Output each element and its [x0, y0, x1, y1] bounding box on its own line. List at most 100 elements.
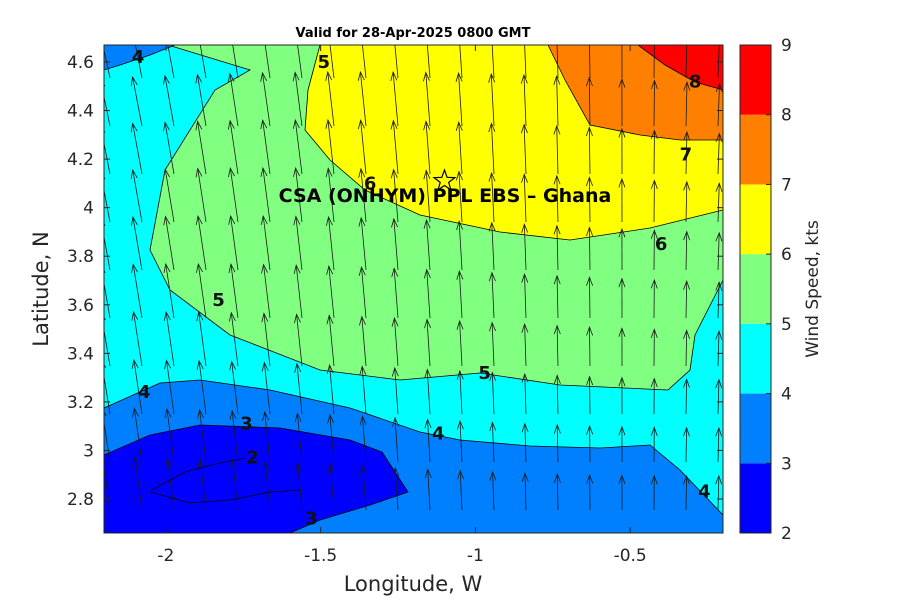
wind-arrow-shaft — [198, 360, 207, 415]
wind-arrow-shaft — [327, 168, 335, 223]
contour-label: 8 — [689, 71, 702, 92]
wind-arrow-shaft — [589, 277, 591, 319]
wind-arrow-shaft — [263, 264, 271, 319]
wind-arrow-shaft — [556, 76, 559, 127]
wind-arrow-head — [228, 214, 236, 225]
wind-arrow-shaft — [361, 267, 367, 319]
wind-arrow-head — [553, 423, 561, 434]
wind-arrow-shaft — [362, 466, 367, 511]
y-tick-label: 3.8 — [67, 247, 94, 267]
wind-arrow-head — [683, 230, 691, 241]
wind-arrow-head — [292, 118, 300, 129]
wind-arrow-shaft — [164, 122, 175, 175]
wind-arrow-head — [196, 311, 204, 322]
wind-arrow-shaft — [294, 72, 303, 127]
wind-arrow-shaft — [588, 127, 591, 175]
contour-labels: 4 5 8 7 6 6 5 5 4 3 4 2 3 4 — [132, 47, 711, 529]
wind-arrow-shaft — [264, 461, 271, 511]
wind-arrow-head — [294, 362, 302, 373]
site-star-icon — [432, 168, 457, 192]
colorbar-tick-label: 8 — [781, 106, 792, 126]
x-tick-label: -1.5 — [304, 546, 337, 566]
wind-arrow-head — [130, 122, 138, 133]
wind-arrow-head — [390, 71, 398, 81]
wind-arrow-shaft — [394, 318, 399, 367]
wind-arrow-head — [683, 130, 691, 141]
wind-arrow-head — [163, 121, 170, 132]
wind-arrow-head — [715, 378, 723, 389]
wind-arrow-shaft — [717, 475, 720, 511]
wind-arrow-head — [195, 214, 203, 226]
wind-arrow-shaft — [717, 232, 720, 271]
wind-arrow-shaft — [199, 459, 207, 511]
contour-label: 6 — [364, 173, 377, 194]
wind-arrow-head — [650, 328, 658, 339]
wind-arrow-shaft — [329, 464, 335, 511]
wind-arrow-shaft — [685, 82, 688, 127]
wind-arrow-shaft — [328, 217, 335, 271]
wind-arrow-shaft — [491, 45, 495, 79]
wind-arrow-head — [359, 415, 367, 426]
wind-arrow-shaft — [426, 319, 431, 367]
wind-arrow-shaft — [426, 45, 431, 79]
wind-arrow-shaft — [132, 76, 143, 127]
wind-arrow-head — [292, 71, 300, 82]
wind-arrow-shaft — [556, 275, 559, 319]
wind-arrow-head — [325, 70, 333, 81]
wind-arrow-head — [455, 121, 463, 132]
wind-arrow-shaft — [491, 123, 495, 175]
wind-arrow-shaft — [104, 373, 111, 415]
wind-arrow-head — [391, 217, 398, 228]
wind-arrow-shaft — [135, 45, 143, 79]
wind-arrow-shaft — [197, 121, 207, 175]
wind-arrow-shaft — [262, 120, 271, 175]
wind-arrow-head — [682, 426, 690, 437]
wind-arrow-head — [455, 72, 463, 82]
wind-arrow-head — [618, 227, 626, 238]
wind-arrow-head — [195, 167, 203, 178]
wind-arrow-shaft — [523, 124, 527, 175]
wind-arrow-head — [325, 118, 333, 129]
wind-arrow-head — [104, 411, 107, 417]
wind-arrow-head — [586, 176, 593, 187]
y-tick-label: 3 — [83, 441, 94, 461]
wind-arrow-shaft — [197, 216, 207, 271]
wind-arrow-head — [295, 462, 302, 473]
wind-arrow-shaft — [425, 170, 431, 223]
wind-arrow-shaft — [294, 119, 303, 175]
wind-arrow-head — [618, 376, 626, 387]
wind-arrow-shaft — [427, 419, 431, 463]
wind-arrow-head — [489, 470, 497, 481]
wind-arrow-head — [553, 274, 561, 285]
wind-arrow-shaft — [459, 420, 463, 463]
wind-arrow-head — [262, 410, 270, 421]
wind-arrow-shaft — [685, 475, 687, 511]
wind-arrow-shaft — [296, 314, 303, 367]
wind-arrow-head — [553, 174, 561, 185]
wind-arrow-head — [261, 361, 269, 372]
wind-arrow-shaft — [262, 167, 271, 223]
wind-arrow-head — [163, 310, 171, 321]
wind-arrow-shaft — [104, 419, 111, 463]
colorbar-swatch — [740, 254, 771, 324]
wind-arrow-shaft — [132, 216, 143, 271]
wind-arrow-shaft — [459, 321, 463, 367]
wind-arrow-head — [715, 329, 723, 340]
wind-arrow-shaft — [524, 274, 527, 319]
wind-arrow-head — [423, 71, 430, 82]
wind-arrow-head — [130, 215, 138, 226]
wind-arrow-head — [716, 34, 722, 43]
wind-arrow-shaft — [556, 375, 559, 415]
wind-arrow-head — [164, 407, 172, 418]
wind-arrow-head — [488, 171, 496, 182]
wind-arrow-head — [131, 31, 137, 40]
colorbar-tick-label: 9 — [781, 36, 792, 56]
wind-arrow-head — [260, 214, 268, 225]
wind-arrow-shaft — [589, 45, 591, 79]
wind-arrow-shaft — [263, 313, 271, 367]
wind-arrow-head — [457, 469, 465, 480]
wind-arrow-head — [650, 129, 658, 140]
wind-arrow-head — [683, 378, 690, 388]
wind-arrow-shaft — [232, 45, 239, 79]
